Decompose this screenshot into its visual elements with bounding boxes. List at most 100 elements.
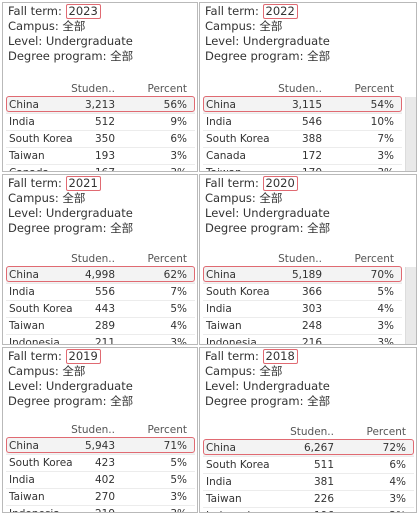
table-row[interactable]: Taiwan 289 4% [6, 318, 195, 335]
campus-value[interactable]: 全部 [259, 364, 283, 378]
student-count: 211 [94, 337, 115, 345]
fall-term-value[interactable]: 2019 [65, 349, 101, 364]
campus-value[interactable]: 全部 [259, 191, 283, 205]
table-row[interactable]: Taiwan 170 3% [203, 165, 402, 171]
fall-term-value[interactable]: 2018 [262, 349, 298, 364]
level-label: Level: [205, 379, 243, 393]
percent-value: 2% [389, 508, 406, 512]
table-row[interactable]: India 303 4% [203, 301, 402, 318]
column-header-percent[interactable]: Percent [147, 424, 187, 436]
percent-value: 5% [170, 303, 187, 315]
level-value[interactable]: Undergraduate [242, 379, 330, 393]
table-row[interactable]: India 556 7% [6, 284, 195, 301]
table-row[interactable]: India 546 10% [203, 114, 402, 131]
fall-term-value[interactable]: 2023 [65, 4, 101, 19]
table-row[interactable]: China 6,267 72% [203, 439, 414, 457]
student-count: 402 [94, 474, 115, 486]
level-value[interactable]: Undergraduate [45, 379, 133, 393]
country-name: Canada [9, 165, 49, 171]
table-row[interactable]: South Korea 423 5% [6, 455, 195, 472]
column-header-percent[interactable]: Percent [147, 83, 187, 95]
student-count: 512 [94, 116, 115, 128]
column-header-percent[interactable]: Percent [354, 253, 394, 265]
percent-value: 70% [370, 269, 394, 281]
fall-term-value[interactable]: 2022 [262, 4, 298, 19]
table-row[interactable]: South Korea 366 5% [203, 284, 402, 301]
table-row[interactable]: China 3,213 56% [6, 96, 195, 114]
level-label: Level: [205, 34, 243, 48]
degree-program-value[interactable]: 全部 [110, 394, 134, 408]
campus-value[interactable]: 全部 [62, 191, 86, 205]
table-header-row: Studen.. Percent [203, 424, 414, 440]
column-header-students[interactable]: Studen.. [71, 424, 115, 436]
student-count: 388 [301, 133, 322, 145]
level-line: Level: Undergraduate [8, 34, 197, 49]
percent-value: 3% [377, 165, 394, 171]
country-name: China [206, 269, 236, 281]
campus-value[interactable]: 全部 [62, 364, 86, 378]
table-row[interactable]: South Korea 350 6% [6, 131, 195, 148]
fall-term-label: Fall term: [8, 4, 66, 18]
campus-value[interactable]: 全部 [259, 19, 283, 33]
column-header-percent[interactable]: Percent [147, 253, 187, 265]
column-header-students[interactable]: Studen.. [278, 253, 322, 265]
panel-header: Fall term: 2023 Campus: 全部 Level: Underg… [3, 3, 197, 64]
column-header-students[interactable]: Studen.. [290, 426, 334, 438]
panel-header: Fall term: 2020 Campus: 全部 Level: Underg… [200, 175, 416, 236]
degree-program-value[interactable]: 全部 [307, 394, 331, 408]
table-row[interactable]: Canada 172 3% [203, 148, 402, 165]
campus-label: Campus: [8, 191, 63, 205]
degree-program-value[interactable]: 全部 [307, 49, 331, 63]
campus-label: Campus: [205, 364, 260, 378]
degree-program-value[interactable]: 全部 [307, 221, 331, 235]
column-header-percent[interactable]: Percent [366, 426, 406, 438]
table-row[interactable]: China 5,943 71% [6, 437, 195, 455]
column-header-students[interactable]: Studen.. [71, 83, 115, 95]
table-scrollbar[interactable] [405, 267, 416, 344]
student-count: 303 [301, 303, 322, 315]
level-value[interactable]: Undergraduate [45, 206, 133, 220]
level-value[interactable]: Undergraduate [242, 206, 330, 220]
campus-value[interactable]: 全部 [62, 19, 86, 33]
table-row[interactable]: Taiwan 248 3% [203, 318, 402, 335]
table-row[interactable]: South Korea 443 5% [6, 301, 195, 318]
table-row[interactable]: South Korea 388 7% [203, 131, 402, 148]
table-row[interactable]: Indonesia 211 3% [6, 335, 195, 345]
table-row[interactable]: Indonesia 219 3% [6, 506, 195, 512]
table-row[interactable]: Indonesia 196 2% [203, 508, 414, 512]
percent-value: 10% [370, 116, 394, 128]
table-row[interactable]: Indonesia 216 3% [203, 335, 402, 344]
column-header-students[interactable]: Studen.. [71, 253, 115, 265]
table-row[interactable]: South Korea 511 6% [203, 457, 414, 474]
table-row[interactable]: Taiwan 270 3% [6, 489, 195, 506]
level-value[interactable]: Undergraduate [242, 34, 330, 48]
fall-term-label: Fall term: [205, 4, 263, 18]
table-row[interactable]: Canada 167 3% [6, 165, 195, 171]
student-count: 196 [314, 508, 334, 512]
table-row[interactable]: India 381 4% [203, 474, 414, 491]
degree-program-line: Degree program: 全部 [8, 221, 197, 236]
column-header-students[interactable]: Studen.. [278, 83, 322, 95]
level-line: Level: Undergraduate [205, 34, 416, 49]
level-label: Level: [8, 34, 46, 48]
table-row[interactable]: India 512 9% [6, 114, 195, 131]
table-scrollbar[interactable] [405, 97, 416, 171]
level-label: Level: [8, 379, 46, 393]
table-row[interactable]: China 3,115 54% [203, 96, 402, 114]
fall-term-label: Fall term: [8, 176, 66, 190]
degree-program-value[interactable]: 全部 [110, 221, 134, 235]
campus-line: Campus: 全部 [8, 191, 197, 206]
table-row[interactable]: Taiwan 193 3% [6, 148, 195, 165]
table-row[interactable]: China 5,189 70% [203, 266, 402, 284]
table-row[interactable]: India 402 5% [6, 472, 195, 489]
level-value[interactable]: Undergraduate [45, 34, 133, 48]
student-count: 350 [94, 133, 115, 145]
student-count: 546 [301, 116, 322, 128]
degree-program-value[interactable]: 全部 [110, 49, 134, 63]
column-header-percent[interactable]: Percent [354, 83, 394, 95]
fall-term-value[interactable]: 2021 [65, 176, 101, 191]
table-row[interactable]: China 4,998 62% [6, 266, 195, 284]
table-row[interactable]: Taiwan 226 3% [203, 491, 414, 508]
fall-term-value[interactable]: 2020 [262, 176, 298, 191]
percent-value: 62% [163, 269, 187, 281]
